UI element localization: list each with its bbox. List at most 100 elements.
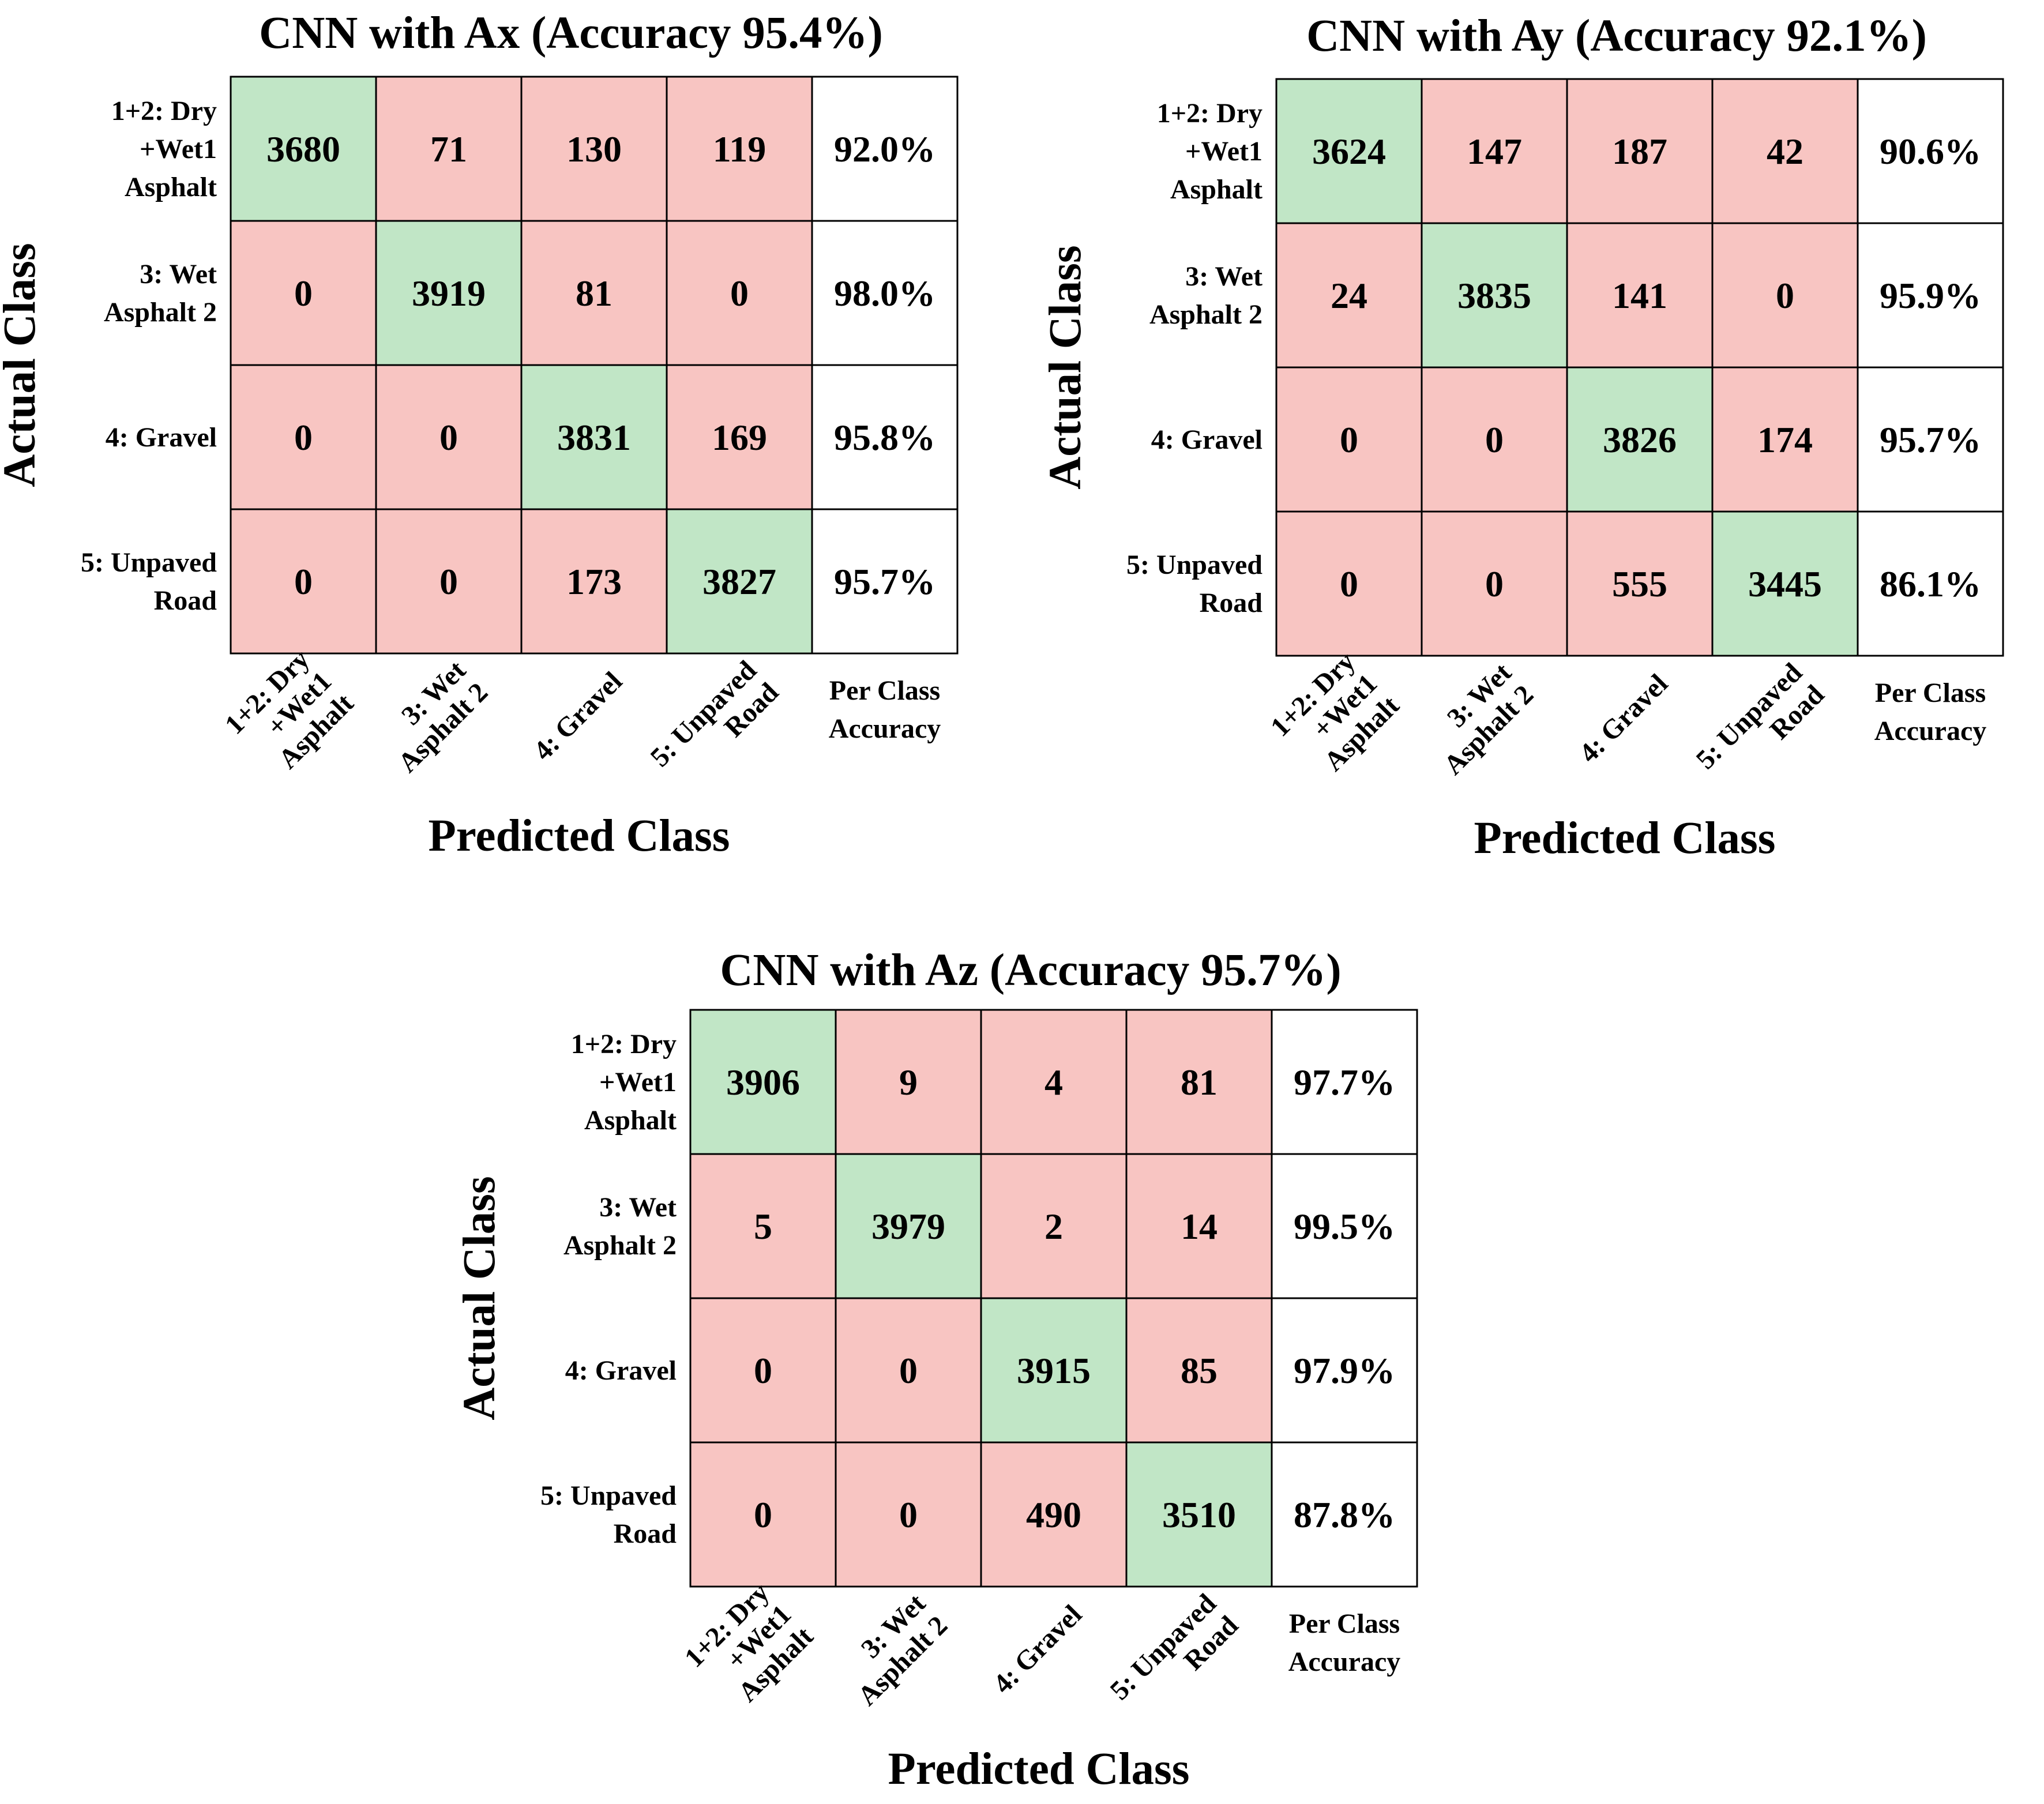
accuracy-value: 95.7% [1880, 419, 1981, 460]
row-label: 3: Wet Asphalt 2 [563, 1192, 677, 1261]
accuracy-value: 95.9% [1880, 275, 1981, 316]
cell-value: 0 [1340, 419, 1358, 460]
accuracy-value: 95.7% [834, 561, 935, 602]
error-cell [1421, 78, 1568, 224]
accuracy-cell [811, 508, 959, 655]
cell-value: 42 [1767, 131, 1803, 172]
accuracy-cell [811, 364, 959, 510]
accuracy-cell [1857, 78, 2004, 224]
cell-value: 0 [294, 273, 313, 314]
row-label: 5: Unpaved Road [1126, 550, 1263, 618]
cell-value: 555 [1612, 563, 1667, 604]
error-cell [1125, 1153, 1273, 1299]
cell-value: 81 [1181, 1062, 1218, 1103]
cell-value: 24 [1331, 275, 1367, 316]
cell-value: 169 [712, 417, 767, 458]
error-cell [835, 1441, 982, 1588]
column-label: 3: WetAsphalt 2 [852, 1588, 953, 1712]
correct-cell [835, 1153, 982, 1299]
correct-cell [1125, 1441, 1273, 1588]
svg-text:3: WetAsphalt 2: 3: WetAsphalt 2 [1416, 657, 1539, 781]
svg-text:5: UnpavedRoad: 5: UnpavedRoad [1104, 1588, 1245, 1728]
row-label: 3: Wet Asphalt 2 [1149, 261, 1263, 330]
column-label: 5: UnpavedRoad [1690, 657, 1831, 775]
accuracy-value: 99.5% [1294, 1206, 1395, 1247]
row-label: 4: Gravel [1151, 424, 1263, 455]
accuracy-value: 92.0% [834, 129, 935, 170]
error-cell [1711, 222, 1859, 369]
cell-value: 4 [1044, 1062, 1063, 1103]
x-axis-label: Predicted Class [888, 1744, 1190, 1794]
cell-value: 0 [439, 561, 458, 602]
row-label: 5: Unpaved Road [81, 547, 217, 616]
cell-value: 187 [1612, 131, 1667, 172]
cell-value: 3680 [266, 129, 340, 170]
x-axis-label: Predicted Class [429, 811, 730, 861]
cell-value: 3835 [1457, 275, 1531, 316]
cell-value: 9 [899, 1062, 918, 1103]
svg-text:4: Gravel: 4: Gravel [528, 666, 628, 766]
cell-value: 0 [1340, 563, 1358, 604]
accuracy-value: 86.1% [1880, 563, 1981, 604]
svg-text:3: WetAsphalt 2: 3: WetAsphalt 2 [370, 655, 494, 779]
chart-title: CNN with Az (Accuracy 95.7%) [720, 945, 1341, 995]
cell-value: 3915 [1017, 1350, 1091, 1391]
error-cell [375, 508, 523, 655]
cell-value: 3919 [412, 273, 486, 314]
cell-value: 490 [1026, 1494, 1081, 1535]
cell-value: 3831 [557, 417, 631, 458]
cell-value: 130 [566, 129, 622, 170]
error-cell [980, 1153, 1128, 1299]
error-cell [1566, 222, 1714, 369]
cell-value: 0 [1485, 563, 1504, 604]
row-label: 1+2: Dry +Wet1 Asphalt [1157, 98, 1263, 205]
cell-value: 0 [899, 1350, 918, 1391]
error-cell [520, 76, 668, 222]
correct-cell [230, 76, 377, 222]
error-cell [1566, 510, 1714, 657]
cell-value: 174 [1757, 419, 1813, 460]
correct-cell [1275, 78, 1423, 224]
column-label: 3: WetAsphalt 2 [1416, 657, 1539, 781]
correct-cell [1421, 222, 1568, 369]
cell-value: 0 [294, 417, 313, 458]
cell-value: 0 [754, 1350, 772, 1391]
error-cell [689, 1153, 837, 1299]
accuracy-cell [1271, 1153, 1418, 1299]
error-cell [835, 1009, 982, 1155]
cell-value: 3827 [702, 561, 776, 602]
error-cell [1421, 510, 1568, 657]
error-cell [689, 1441, 837, 1588]
cell-value: 81 [576, 273, 613, 314]
cell-value: 0 [294, 561, 313, 602]
svg-text:5: UnpavedRoad: 5: UnpavedRoad [645, 655, 785, 795]
error-cell [1275, 366, 1423, 513]
error-cell [230, 220, 377, 366]
error-cell [689, 1297, 837, 1444]
error-cell [375, 364, 523, 510]
cell-value: 3906 [726, 1062, 800, 1103]
cell-value: 3510 [1162, 1494, 1236, 1535]
correct-cell [1711, 510, 1859, 657]
error-cell [666, 364, 813, 510]
accuracy-header: Per Class Accuracy [829, 675, 941, 744]
error-cell [666, 76, 813, 222]
cell-value: 3445 [1748, 563, 1822, 604]
column-label: 3: WetAsphalt 2 [370, 655, 494, 779]
error-cell [980, 1441, 1128, 1588]
correct-cell [666, 508, 813, 655]
svg-text:1+2: Dry+Wet1Asphalt: 1+2: Dry+Wet1Asphalt [679, 1577, 819, 1717]
cell-value: 14 [1181, 1206, 1218, 1247]
cell-value: 0 [754, 1494, 772, 1535]
column-label: 5: UnpavedRoad [1104, 1588, 1245, 1728]
column-label: 4: Gravel [1573, 668, 1674, 769]
accuracy-cell [811, 220, 959, 366]
confusion-matrix-2: CNN with Ay (Accuracy 92.1%) 3624 147 187 42… [1040, 11, 2004, 863]
accuracy-cell [1857, 222, 2004, 369]
error-cell [375, 76, 523, 222]
chart-title: CNN with Ax (Accuracy 95.4%) [259, 8, 883, 58]
error-cell [1566, 78, 1714, 224]
cell-value: 85 [1181, 1350, 1218, 1391]
svg-text:4: Gravel: 4: Gravel [1573, 668, 1674, 769]
error-cell [230, 508, 377, 655]
